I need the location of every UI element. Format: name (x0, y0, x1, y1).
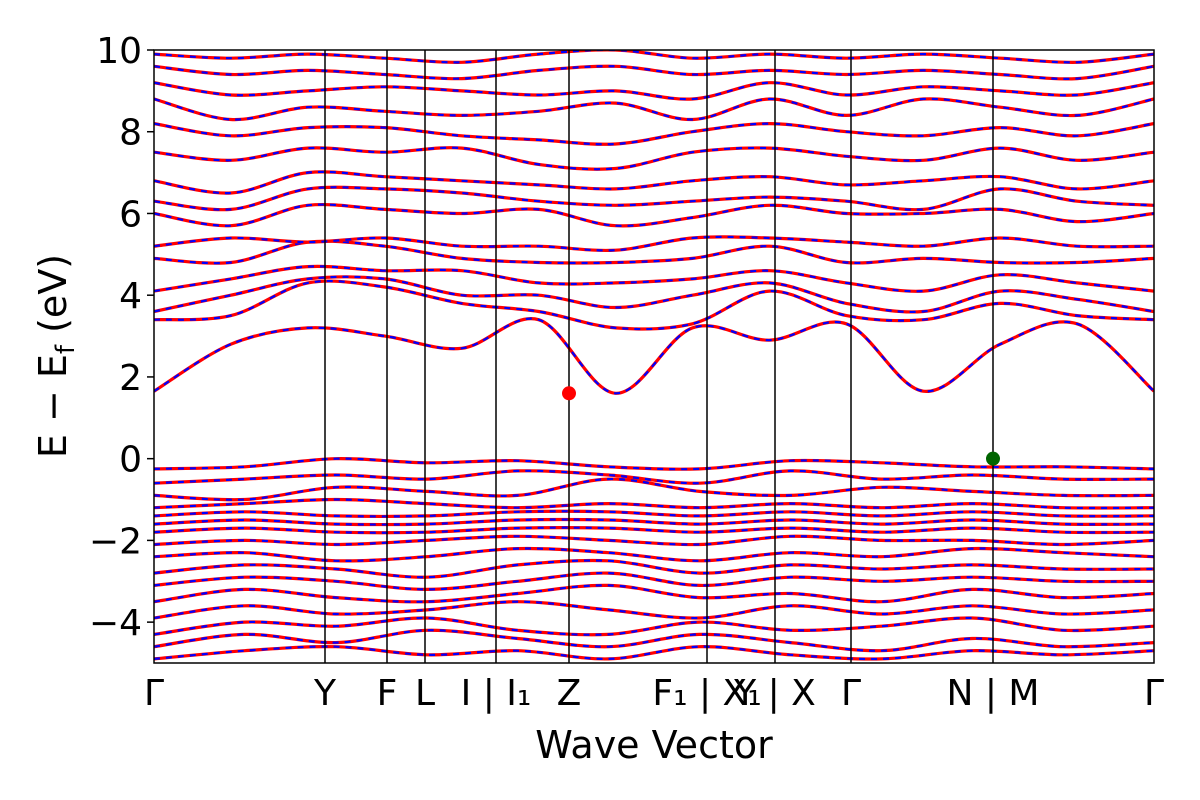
x-axis-title: Wave Vector (535, 723, 773, 767)
kpoint-label-5: Z (557, 673, 582, 714)
band-line-dashed-22 (154, 203, 1154, 228)
extrema-markers (562, 386, 1000, 466)
ytick-label-1: 8 (119, 113, 142, 154)
band-line-dashed-16 (154, 317, 1154, 395)
plot-background (154, 50, 1154, 663)
y-axis-title: E − Ef (eV) (31, 254, 81, 458)
ytick-label-2: 6 (119, 194, 142, 235)
ytick-label-4: 2 (119, 358, 142, 399)
ytick-label-0: 10 (96, 31, 142, 72)
y-axis-title-main: E − E (31, 354, 75, 458)
kpoint-label-7: Y | X (733, 673, 816, 714)
band-line-dashed-13 (154, 477, 1154, 501)
band-line-dashed-24 (154, 170, 1154, 195)
ytick-label-5: 0 (119, 440, 142, 481)
y-axis-title-unit: (eV) (31, 254, 75, 345)
band-line-dashed-3 (154, 600, 1154, 620)
band-line-dashed-5 (154, 571, 1154, 591)
band-line-dashed-14 (154, 469, 1154, 485)
cbm-marker (562, 386, 576, 401)
kpoint-label-3: L (415, 673, 435, 714)
band-line-dashed-0 (154, 645, 1154, 661)
plot-frame (153, 49, 1155, 664)
band-line-dashed-2 (154, 616, 1154, 636)
band-line-dashed-8 (154, 535, 1154, 546)
y-axis-ticks: 10 8 6 4 2 0 −2 −4 (89, 31, 154, 644)
vbm-marker (986, 451, 1000, 466)
bands-layer (154, 50, 1154, 661)
kpoint-label-8: Γ (841, 673, 861, 714)
kpoint-label-9: N | M (946, 673, 1039, 714)
kpoint-label-1: Y (313, 673, 337, 714)
kpoint-label-10: Γ (1144, 673, 1164, 714)
band-line-dashed-27 (154, 97, 1154, 121)
kpoint-label-2: F (377, 673, 398, 714)
band-line-dashed-12 (154, 498, 1154, 510)
ytick-label-7: −4 (89, 603, 142, 644)
band-line-dashed-6 (154, 559, 1154, 579)
band-line-dashed-4 (154, 584, 1154, 603)
kpoint-label-4: I | I₁ (461, 673, 532, 714)
ytick-label-3: 4 (119, 276, 142, 317)
band-line-dashed-18 (154, 275, 1154, 314)
band-line-dashed-9 (154, 526, 1154, 534)
kpoint-label-0: Γ (144, 673, 164, 714)
kpoint-lines (324, 50, 994, 663)
band-line-dashed-23 (154, 186, 1154, 211)
band-line-dashed-10 (154, 518, 1154, 526)
band-line-dashed-7 (154, 547, 1154, 563)
band-line-dashed-11 (154, 510, 1154, 518)
band-line-dashed-15 (154, 457, 1154, 471)
kpoint-label-6: F₁ | X₁ (652, 673, 761, 714)
band-line-dashed-25 (154, 146, 1154, 171)
y-axis-title-sub: f (51, 344, 81, 354)
ytick-label-6: −2 (89, 521, 142, 562)
band-line-dashed-1 (154, 629, 1154, 652)
band-line-17 (154, 279, 1154, 331)
